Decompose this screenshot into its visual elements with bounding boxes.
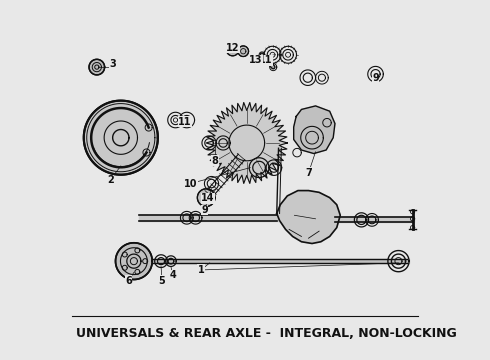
Text: 3: 3 xyxy=(109,59,116,68)
Polygon shape xyxy=(226,43,239,56)
Text: 7: 7 xyxy=(305,168,312,178)
Text: 12: 12 xyxy=(226,43,240,53)
Text: 6: 6 xyxy=(125,275,132,285)
Polygon shape xyxy=(206,103,287,183)
Text: 8: 8 xyxy=(212,156,219,166)
Polygon shape xyxy=(146,259,409,263)
Text: 11: 11 xyxy=(178,117,192,127)
Polygon shape xyxy=(84,101,158,175)
Polygon shape xyxy=(277,190,340,243)
Text: 10: 10 xyxy=(184,179,197,189)
Text: UNIVERSALS & REAR AXLE -  INTEGRAL, NON-LOCKING: UNIVERSALS & REAR AXLE - INTEGRAL, NON-L… xyxy=(75,327,456,340)
Text: 4: 4 xyxy=(170,270,176,280)
Text: 2: 2 xyxy=(107,175,114,185)
Polygon shape xyxy=(139,215,280,221)
Text: 1: 1 xyxy=(197,265,204,275)
Polygon shape xyxy=(335,217,415,222)
Polygon shape xyxy=(197,189,215,206)
Text: 9: 9 xyxy=(372,73,379,83)
Text: 9: 9 xyxy=(201,205,208,215)
Text: 14: 14 xyxy=(201,193,215,203)
Polygon shape xyxy=(294,106,335,154)
Polygon shape xyxy=(116,243,152,279)
Polygon shape xyxy=(238,46,248,57)
Text: 5: 5 xyxy=(159,275,166,285)
Text: 13: 13 xyxy=(249,55,262,65)
Polygon shape xyxy=(89,59,104,75)
Text: 11: 11 xyxy=(259,55,273,65)
